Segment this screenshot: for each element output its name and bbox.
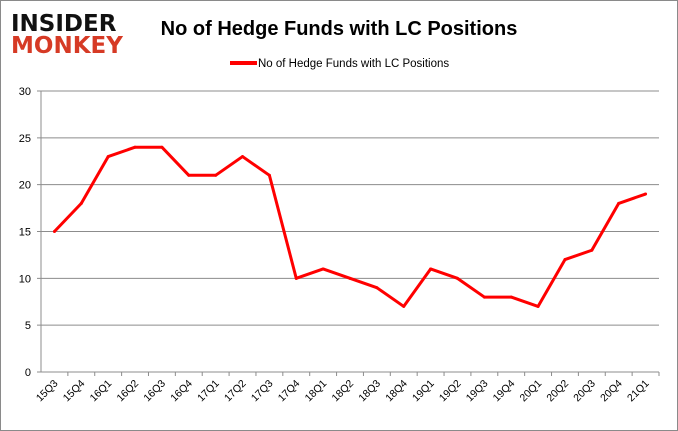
data-point bbox=[590, 248, 594, 252]
insider-monkey-logo: INSIDER MONKEY bbox=[11, 11, 123, 59]
legend-label: No of Hedge Funds with LC Positions bbox=[258, 58, 449, 70]
data-point bbox=[644, 192, 648, 196]
x-tick-label: 18Q1 bbox=[303, 378, 330, 405]
x-tick-label: 20Q1 bbox=[518, 378, 545, 405]
x-tick-label: 20Q3 bbox=[571, 378, 598, 405]
data-point bbox=[52, 230, 56, 233]
data-point bbox=[241, 155, 245, 159]
chart-title: No of Hedge Funds with LC Positions bbox=[161, 18, 518, 40]
data-point bbox=[536, 304, 540, 308]
data-point bbox=[348, 276, 352, 280]
data-point bbox=[429, 267, 433, 271]
y-tick-label: 15 bbox=[19, 227, 31, 239]
logo-line1: INSIDER bbox=[11, 11, 117, 37]
data-point bbox=[563, 258, 567, 262]
x-tick-label: 17Q4 bbox=[276, 378, 303, 405]
x-tick-label: 16Q3 bbox=[141, 378, 168, 405]
data-point bbox=[187, 173, 191, 177]
data-point bbox=[617, 201, 621, 205]
x-tick-label: 17Q1 bbox=[195, 378, 222, 405]
data-point bbox=[214, 173, 218, 177]
data-point bbox=[482, 295, 486, 299]
data-point bbox=[321, 267, 325, 271]
x-tick-label: 20Q4 bbox=[598, 378, 625, 405]
x-tick-label: 17Q2 bbox=[222, 378, 249, 405]
x-tick-label: 19Q3 bbox=[464, 378, 491, 405]
data-point bbox=[79, 201, 83, 205]
data-point bbox=[402, 304, 406, 308]
y-tick-label: 25 bbox=[19, 133, 31, 145]
x-tick-label: 19Q4 bbox=[491, 378, 518, 405]
y-tick-label: 30 bbox=[19, 86, 31, 98]
y-tick-label: 5 bbox=[25, 320, 31, 332]
data-point bbox=[375, 286, 379, 290]
x-tick-label: 16Q4 bbox=[168, 378, 195, 405]
data-point bbox=[160, 145, 164, 149]
data-point bbox=[267, 173, 271, 177]
data-point bbox=[106, 155, 110, 159]
legend: No of Hedge Funds with LC Positions bbox=[230, 58, 449, 70]
data-point bbox=[455, 276, 459, 280]
y-tick-label: 0 bbox=[25, 367, 31, 379]
x-tick-label: 21Q1 bbox=[625, 378, 652, 405]
series-line bbox=[53, 145, 647, 308]
x-tick-label: 19Q1 bbox=[410, 378, 437, 405]
x-tick-label: 15Q3 bbox=[34, 378, 61, 405]
data-point bbox=[294, 276, 298, 280]
x-tick-label: 18Q3 bbox=[356, 378, 383, 405]
x-tick-label: 17Q3 bbox=[249, 378, 276, 405]
data-point bbox=[133, 145, 137, 149]
x-tick-label: 16Q2 bbox=[115, 378, 142, 405]
data-point bbox=[509, 295, 513, 299]
x-tick-label: 19Q2 bbox=[437, 378, 464, 405]
y-tick-label: 10 bbox=[19, 273, 31, 285]
x-tick-label: 18Q4 bbox=[383, 378, 410, 405]
x-tick-label: 20Q2 bbox=[544, 378, 571, 405]
logo-line2: MONKEY bbox=[11, 33, 123, 59]
x-tick-label: 15Q4 bbox=[61, 378, 88, 405]
x-tick-label: 16Q1 bbox=[88, 378, 115, 405]
x-tick-label: 18Q2 bbox=[329, 378, 356, 405]
y-tick-label: 20 bbox=[19, 180, 31, 192]
